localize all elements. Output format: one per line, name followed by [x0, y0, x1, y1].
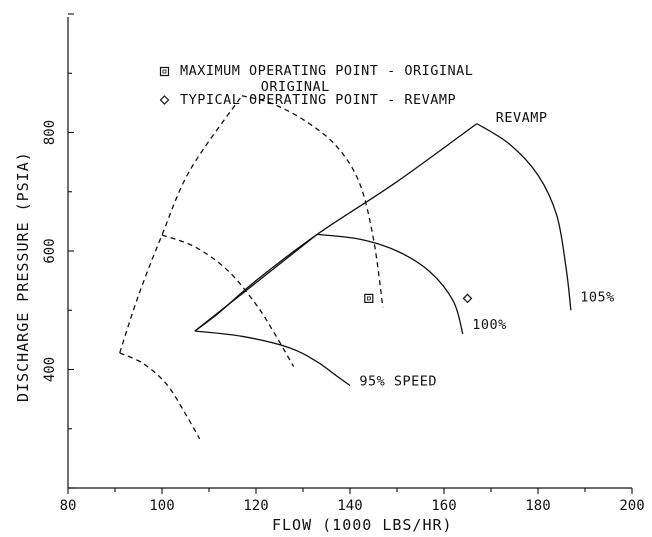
original-curve — [119, 95, 243, 354]
original-curve — [119, 352, 201, 440]
x-tick-label: 180 — [525, 498, 550, 514]
curve-annotations: ORIGINAL REVAMP 105% 100% 95% SPEED — [261, 79, 615, 389]
y-axis-ticks: 400 600 800 — [42, 13, 74, 489]
x-tick-label: 160 — [431, 498, 456, 514]
max-operating-point-square-inner — [366, 296, 371, 301]
x-tick-label: 100 — [149, 498, 174, 514]
axes — [67, 17, 632, 489]
operating-point-markers — [364, 293, 473, 304]
original-curve — [241, 95, 384, 308]
y-tick-label: 600 — [42, 238, 58, 263]
x-tick-label: 140 — [337, 498, 362, 514]
curve-annotation: ORIGINAL — [261, 79, 330, 95]
x-tick-label: 120 — [243, 498, 268, 514]
revamp-curve — [194, 330, 351, 387]
x-axis-title: FLOW (1000 LBS/HR) — [272, 516, 453, 534]
legend-square-marker-inner — [162, 69, 167, 74]
legend-square-marker — [159, 66, 170, 77]
x-axis-ticks: 80 100 120 140 160 180 200 — [60, 488, 645, 514]
curve-annotation: 100% — [472, 317, 507, 333]
typical-operating-point-diamond — [462, 293, 473, 304]
y-tick-label: 400 — [42, 357, 58, 382]
max-operating-point-square — [364, 293, 374, 303]
x-tick-label: 80 — [60, 498, 77, 514]
legend-label-maximum: MAXIMUM OPERATING POINT - ORIGINAL — [180, 63, 473, 79]
revamp-curve — [476, 123, 572, 311]
revamp-curve — [194, 123, 478, 332]
x-tick-label: 200 — [619, 498, 644, 514]
curve-annotation: 95% SPEED — [359, 373, 437, 389]
legend: MAXIMUM OPERATING POINT - ORIGINAL TYPIC… — [159, 63, 473, 108]
original-curve — [161, 234, 295, 367]
curve-annotation: 105% — [580, 289, 615, 305]
curve-annotation: REVAMP — [496, 110, 548, 126]
y-axis-title: DISCHARGE PRESSURE (PSIA) — [14, 151, 32, 402]
legend-label-typical: TYPICAL OPERATING POINT - REVAMP — [180, 92, 456, 108]
revamp-curve — [317, 233, 464, 335]
y-tick-label: 800 — [42, 120, 58, 145]
legend-diamond-marker — [159, 95, 170, 105]
series-lines — [119, 95, 572, 440]
revamp-curve — [194, 233, 318, 332]
